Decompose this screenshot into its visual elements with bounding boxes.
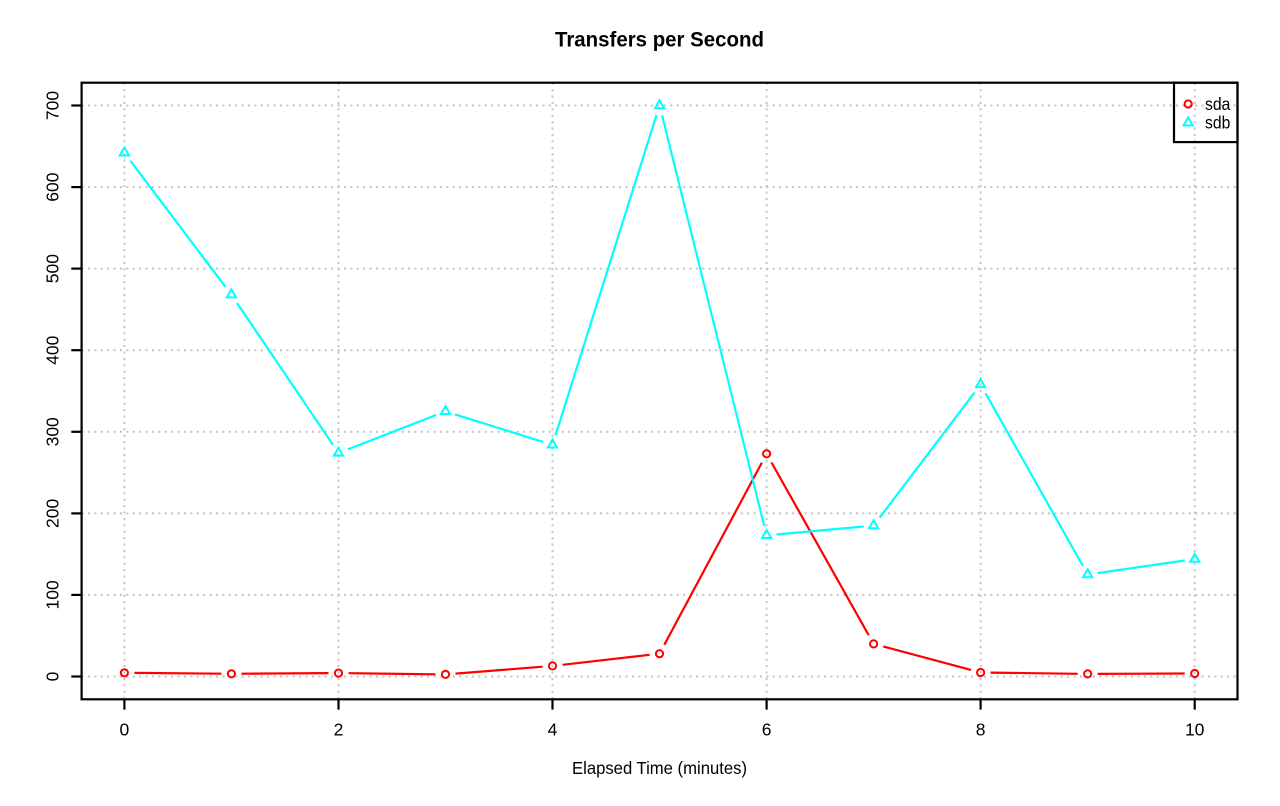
svg-text:8: 8 — [976, 720, 986, 740]
svg-text:500: 500 — [43, 254, 63, 283]
svg-text:Elapsed Time (minutes): Elapsed Time (minutes) — [572, 758, 747, 778]
svg-text:100: 100 — [43, 580, 63, 609]
svg-text:0: 0 — [43, 671, 63, 681]
svg-text:6: 6 — [762, 720, 772, 740]
svg-text:Transfers per Second: Transfers per Second — [555, 29, 764, 52]
svg-text:300: 300 — [43, 417, 63, 446]
svg-text:700: 700 — [43, 91, 63, 120]
svg-text:0: 0 — [120, 720, 130, 740]
svg-text:2: 2 — [334, 720, 344, 740]
svg-text:400: 400 — [43, 335, 63, 364]
svg-text:sda: sda — [1205, 94, 1231, 114]
svg-text:sdb: sdb — [1205, 113, 1230, 133]
svg-text:200: 200 — [43, 499, 63, 528]
svg-text:10: 10 — [1185, 720, 1205, 740]
svg-text:600: 600 — [43, 172, 63, 201]
svg-text:4: 4 — [548, 720, 558, 740]
